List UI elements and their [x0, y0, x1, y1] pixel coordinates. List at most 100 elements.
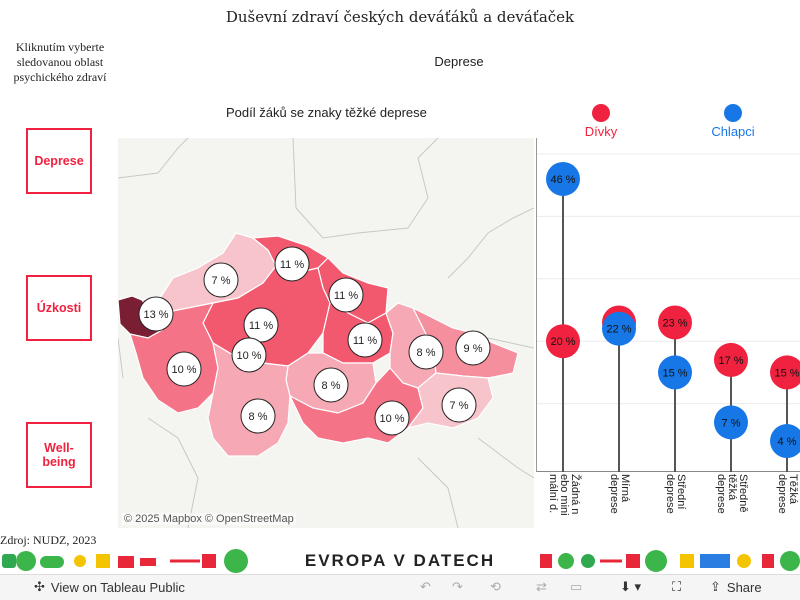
region-value-label: 13 % [143, 309, 168, 321]
boys-point[interactable]: 22 % [602, 311, 636, 346]
legend-boys[interactable]: Chlapci [698, 104, 768, 139]
legend-girls-marker [592, 104, 610, 122]
boys-point[interactable]: 46 % [546, 161, 580, 196]
lollipop-canvas[interactable]: 20 %23 %23 %17 %15 %46 %22 %15 %7 %4 % [537, 138, 800, 472]
region-value-label: 11 % [280, 259, 304, 271]
pause-button[interactable]: ▭ [570, 579, 582, 595]
point-marker [770, 424, 800, 459]
choropleth-map[interactable]: 13 % 7 % 11 % 11 % 11 % 10 % 10 % 11 % 8… [118, 138, 534, 528]
revert-button[interactable]: ⟲ [490, 579, 501, 595]
category-label: Mírná deprese [608, 474, 631, 514]
nav-label: Well-being [42, 441, 76, 469]
region-value-label: 11 % [334, 290, 358, 302]
page-title: Duševní zdraví českých deváťáků a deváťa… [225, 8, 575, 26]
nav-button-wellbeing[interactable]: Well-being [26, 422, 92, 488]
download-button[interactable]: ⬇ ▾ [620, 579, 641, 595]
share-button[interactable]: ⇪ Share [710, 579, 762, 595]
region-value-label: 8 % [417, 347, 436, 359]
point-value-label: 15 % [774, 367, 799, 379]
nav-button-uzkosti[interactable]: Úzkosti [26, 275, 92, 341]
point-marker [546, 324, 580, 359]
point-value-label: 20 % [550, 336, 575, 348]
point-marker [658, 355, 692, 390]
category-label: Středně těžká deprese [715, 474, 749, 514]
fullscreen-icon: ⛶ [672, 579, 682, 594]
legend-girls-label: Dívky [584, 124, 618, 139]
region-value-marker [166, 351, 202, 387]
decorative-icon-banner [2, 549, 800, 573]
refresh-button[interactable]: ⇄ [536, 579, 547, 595]
nav-label: Deprese [34, 154, 84, 168]
point-marker [714, 342, 748, 377]
region-value-label: 7 % [212, 275, 231, 287]
legend-girls[interactable]: Dívky [566, 104, 636, 139]
region-value-label: 9 % [464, 343, 483, 355]
region-value-marker [138, 296, 174, 332]
region-value-label: 10 % [171, 364, 196, 376]
point-marker [714, 405, 748, 440]
region-value-marker [240, 398, 276, 434]
download-icon: ⬇ ▾ [620, 579, 642, 594]
legend-boys-label: Chlapci [711, 124, 755, 139]
lollipop-chart[interactable]: 20 %23 %23 %17 %15 %46 %22 %15 %7 %4 % [536, 138, 800, 472]
undo-icon: ↶ [420, 579, 431, 594]
revert-icon: ⟲ [490, 579, 501, 594]
category-axis: Žádná n ebo mini mální d. Mírná deprese St… [536, 474, 800, 534]
point-marker [602, 311, 636, 346]
region-value-label: 11 % [249, 320, 273, 332]
girls-point[interactable]: 15 % [770, 355, 800, 390]
banner-icons-right [540, 550, 800, 572]
boys-point[interactable]: 7 % [714, 405, 748, 440]
map-title: Podíl žáků se znaky těžké deprese [226, 105, 427, 120]
refresh-icon: ⇄ [536, 579, 547, 594]
undo-button[interactable]: ↶ [420, 579, 431, 595]
point-marker [546, 161, 580, 196]
region-value-marker [243, 307, 279, 343]
region-value-marker [274, 246, 310, 282]
region-value-marker [441, 387, 477, 423]
region-value-label: 7 % [450, 400, 469, 412]
category-label: Žádná n ebo mini mální d. [547, 474, 581, 516]
region-value-marker [455, 330, 491, 366]
tableau-logo-icon: ✣ [34, 579, 45, 594]
instruction-text: Kliknutím vyberte sledovanou oblast psyc… [13, 40, 107, 84]
nav-button-deprese[interactable]: Deprese [26, 128, 92, 194]
source-note: Zdroj: NUDZ, 2023 [0, 533, 97, 547]
region-value-label: 10 % [379, 413, 404, 425]
tableau-toolbar: ✣ View on Tableau Public ↶ ↷ ⟲ ⇄ ▭ ⬇ ▾ ⛶… [0, 574, 800, 600]
legend-boys-marker [724, 104, 742, 122]
banner-icons-left [2, 549, 248, 573]
region-value-marker [347, 322, 383, 358]
point-marker [770, 355, 800, 390]
region-value-marker [328, 277, 364, 313]
point-value-label: 4 % [778, 436, 797, 448]
map-attribution[interactable]: © 2025 Mapbox © OpenStreetMap [122, 513, 296, 525]
boys-point[interactable]: 15 % [658, 355, 692, 390]
nav-label: Úzkosti [36, 301, 82, 315]
map-canvas[interactable]: 13 % 7 % 11 % 11 % 11 % 10 % 10 % 11 % 8… [118, 138, 534, 528]
redo-button[interactable]: ↷ [452, 579, 463, 595]
category-label: Střední deprese [664, 474, 687, 514]
region-value-marker [374, 400, 410, 436]
redo-icon: ↷ [452, 579, 463, 594]
region-value-marker [231, 337, 267, 373]
pause-icon: ▭ [570, 579, 583, 594]
selected-area-label: Deprese [434, 54, 484, 69]
boys-point[interactable]: 4 % [770, 424, 800, 459]
region-value-label: 10 % [236, 350, 261, 362]
view-on-tableau-button[interactable]: ✣ View on Tableau Public [34, 579, 185, 595]
point-value-label: 23 % [662, 317, 687, 329]
girls-point[interactable]: 17 % [714, 342, 748, 377]
point-value-label: 22 % [606, 324, 631, 336]
point-value-label: 17 % [718, 355, 743, 367]
share-icon: ⇪ [710, 579, 721, 594]
girls-point[interactable]: 23 % [658, 305, 692, 340]
point-value-label: 15 % [662, 367, 687, 379]
view-on-tableau-label: View on Tableau Public [50, 579, 185, 595]
region-value-label: 8 % [322, 380, 341, 392]
region-value-marker [408, 334, 444, 370]
girls-point[interactable]: 20 % [546, 324, 580, 359]
point-marker [658, 305, 692, 340]
fullscreen-button[interactable]: ⛶ [672, 579, 681, 595]
region-value-label: 8 % [249, 411, 268, 423]
